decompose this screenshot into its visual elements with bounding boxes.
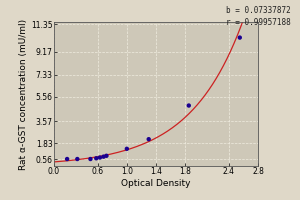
Point bbox=[124, 147, 129, 150]
Point bbox=[65, 157, 70, 161]
Point bbox=[94, 157, 99, 160]
Point bbox=[237, 36, 242, 39]
Point bbox=[186, 104, 191, 107]
Point bbox=[98, 156, 102, 159]
Text: b = 0.07337872
r = 0.99957188: b = 0.07337872 r = 0.99957188 bbox=[226, 6, 291, 27]
X-axis label: Optical Density: Optical Density bbox=[121, 179, 191, 188]
Point bbox=[75, 157, 80, 161]
Point bbox=[146, 138, 151, 141]
Y-axis label: Rat α-GST concentration (mU/ml): Rat α-GST concentration (mU/ml) bbox=[19, 18, 28, 170]
Point bbox=[101, 155, 106, 158]
Point bbox=[104, 154, 109, 157]
Point bbox=[88, 157, 93, 161]
